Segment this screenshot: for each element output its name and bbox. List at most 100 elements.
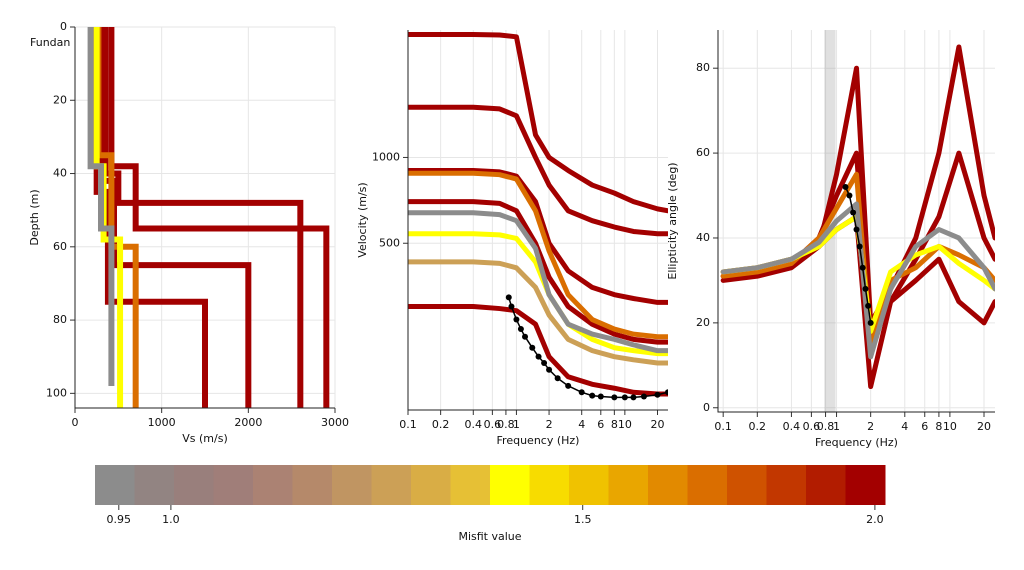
model-curve <box>408 210 668 354</box>
x-tick-label: 0.6 <box>484 418 502 431</box>
y-tick-label: 1000 <box>372 150 400 163</box>
color-segment <box>253 465 293 505</box>
observed-point <box>565 382 572 389</box>
y-tick-label: 60 <box>53 240 67 253</box>
x-axis-label: Frequency (Hz) <box>497 434 580 447</box>
x-tick-label: 2.0 <box>866 513 884 526</box>
color-segment <box>134 465 175 505</box>
color-segment <box>450 465 491 505</box>
axes <box>407 30 668 411</box>
observed-point <box>621 394 628 401</box>
observed-point <box>517 326 524 333</box>
x-tick-label: 6 <box>597 418 604 431</box>
model-curve <box>408 259 668 366</box>
color-segment <box>845 465 886 505</box>
model-curve <box>408 104 668 237</box>
x-tick-label: 0.2 <box>749 420 767 433</box>
x-tick-label: 4 <box>901 420 908 433</box>
panel: 0.1 0.2 0.4 0.60.81 2 4 6 8 10 20 0 20 40 60 80 Frequen… <box>666 30 995 449</box>
observed-point <box>862 285 869 292</box>
panel: 0 1000 2000 3000 0 20 40 60 80 100 Vs (m/s) Depth (… <box>28 20 349 445</box>
color-segment <box>687 465 728 505</box>
plot-area <box>408 32 668 401</box>
color-segment <box>411 465 451 505</box>
y-tick-label: 40 <box>53 167 67 180</box>
observed-point <box>630 394 637 401</box>
x-tick-label: 0.8 <box>817 420 835 433</box>
color-segment <box>174 465 214 505</box>
model-curve <box>408 199 668 345</box>
axes <box>74 27 335 409</box>
annotation: Fundan <box>30 36 70 49</box>
model-curve <box>720 201 995 360</box>
panel: 0.1 0.2 0.4 0.60.81 2 4 6 8 10 20 500 1000 Frequency… <box>356 30 668 447</box>
y-tick-label: 60 <box>696 146 710 159</box>
x-tick-label: 2 <box>867 420 874 433</box>
observed-point <box>541 360 548 367</box>
color-segment <box>529 465 570 505</box>
observed-point <box>856 243 863 250</box>
y-tick-label: 80 <box>696 61 710 74</box>
observed-point <box>665 389 668 396</box>
observed-point <box>611 394 618 401</box>
color-segment <box>806 465 846 505</box>
y-tick-label: 80 <box>53 313 67 326</box>
observed-point <box>554 375 561 382</box>
y-tick-label: 20 <box>696 316 710 329</box>
x-tick-label: 3000 <box>321 416 349 429</box>
observed-point <box>597 393 604 400</box>
x-tick-label: 2 <box>546 418 553 431</box>
x-tick-label: 0.6 <box>803 420 821 433</box>
observed-point <box>867 319 874 326</box>
x-tick-label: 2000 <box>234 416 262 429</box>
color-segment <box>95 465 135 505</box>
model-curve <box>408 303 668 397</box>
observed-point <box>513 316 520 323</box>
x-tick-label: 0.4 <box>783 420 801 433</box>
color-segment <box>332 465 372 505</box>
observed-point <box>522 333 529 340</box>
observed-point <box>535 353 542 360</box>
y-tick-label: 100 <box>46 386 67 399</box>
x-tick-label: 10 <box>618 418 632 431</box>
color-segment <box>608 465 649 505</box>
observed-point <box>853 226 860 233</box>
x-tick-label: 6 <box>921 420 928 433</box>
axes <box>717 30 995 413</box>
x-tick-label: 20 <box>650 418 664 431</box>
model-curve <box>408 32 668 214</box>
y-tick-label: 20 <box>53 93 67 106</box>
x-tick-label: 1 <box>833 420 840 433</box>
observed-point <box>850 209 857 216</box>
y-tick-label: 40 <box>696 231 710 244</box>
observed-point <box>505 294 512 301</box>
color-segment <box>727 465 767 505</box>
x-tick-label: 1000 <box>148 416 176 429</box>
x-tick-label: 1.5 <box>574 513 592 526</box>
vs-profile <box>102 27 304 408</box>
x-tick-label: 0.1 <box>399 418 417 431</box>
model-curve <box>408 167 668 305</box>
observed-point <box>846 192 853 199</box>
x-axis-label: Frequency (Hz) <box>815 436 898 449</box>
observed-point <box>546 366 553 373</box>
x-axis-label: Vs (m/s) <box>182 432 228 445</box>
model-curve <box>408 170 668 340</box>
observed-point <box>508 303 515 310</box>
plot-area <box>87 27 330 408</box>
observed-point <box>842 184 849 191</box>
observed-point <box>589 392 596 399</box>
y-tick-label: 0 <box>60 20 67 33</box>
observed-point <box>865 302 872 309</box>
color-segment <box>213 465 254 505</box>
x-tick-label: 0 <box>72 416 79 429</box>
x-tick-label: 4 <box>578 418 585 431</box>
observed-point <box>859 264 866 271</box>
color-segment <box>292 465 333 505</box>
observed-point <box>529 344 536 351</box>
color-segment <box>569 465 609 505</box>
x-tick-label: 20 <box>977 420 991 433</box>
y-tick-label: 0 <box>703 401 710 414</box>
plot-area <box>720 30 995 412</box>
